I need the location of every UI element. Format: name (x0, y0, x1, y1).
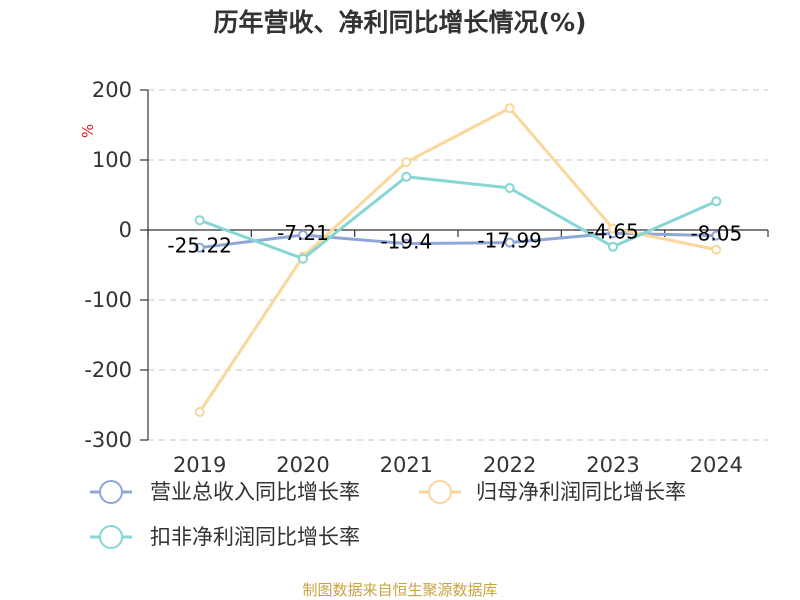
x-tick-label: 2021 (380, 453, 433, 477)
source-note: 制图数据来自恒生聚源数据库 (302, 581, 497, 599)
data-point (504, 183, 515, 193)
data-point (711, 244, 722, 255)
y-tick-label: 200 (92, 78, 132, 102)
data-point (608, 241, 618, 252)
grid-lines (148, 89, 768, 441)
legend-item-deducted-net-profit-growth[interactable]: 扣非净利润同比增长率 (90, 525, 360, 549)
data-point (194, 215, 205, 226)
legend-label: 扣非净利润同比增长率 (150, 525, 360, 549)
data-point (711, 230, 722, 241)
data-label: -7.21 (277, 221, 329, 245)
data-label: -19.4 (380, 230, 432, 254)
series-0 (194, 228, 722, 253)
data-point (298, 253, 308, 264)
data-point (194, 407, 205, 417)
y-axis-unit-label: % (79, 124, 97, 138)
series-1 (194, 103, 722, 417)
y-tick-label: 0 (119, 218, 132, 242)
legend-item-parent-net-profit-growth[interactable]: 归母净利润同比增长率 (419, 480, 686, 504)
y-tick-label: 100 (92, 148, 132, 172)
y-tick-label: -200 (84, 358, 132, 382)
x-tick-label: 2024 (690, 453, 743, 477)
x-tick-label: 2019 (173, 453, 226, 477)
data-point (504, 103, 515, 114)
series-line (198, 175, 718, 261)
legend: 营业总收入同比增长率 归母净利润同比增长率 扣非净利润同比增长率 (90, 480, 686, 549)
series-line (198, 231, 718, 250)
data-point (298, 230, 308, 241)
legend-item-revenue-growth[interactable]: 营业总收入同比增长率 (90, 480, 360, 504)
series-2 (194, 171, 722, 264)
data-point (608, 223, 618, 234)
legend-label: 营业总收入同比增长率 (150, 480, 360, 504)
data-point (401, 238, 412, 249)
legend-label: 归母净利润同比增长率 (476, 480, 686, 504)
data-point (194, 242, 205, 253)
legend-circle-icon (428, 480, 452, 504)
data-point (401, 157, 412, 168)
chart-title: 历年营收、净利同比增长情况(%) (214, 8, 587, 37)
data-label: -8.05 (690, 222, 742, 246)
series-line (198, 106, 718, 414)
axes: 200 100 0 -100 -200 -300 2019 2020 2021 2022 2023 2… (84, 78, 769, 477)
y-tick-label: -100 (84, 288, 132, 312)
y-tick-label: -300 (84, 428, 132, 452)
legend-circle-icon (99, 525, 123, 549)
data-label: -4.65 (587, 219, 639, 243)
data-label: -17.99 (477, 229, 541, 253)
x-tick-label: 2020 (276, 453, 329, 477)
data-label: -25.22 (167, 234, 231, 258)
plot-series (194, 103, 722, 417)
x-tick-label: 2022 (483, 453, 536, 477)
x-tick-label: 2023 (586, 453, 639, 477)
data-point (711, 196, 722, 207)
data-point (504, 237, 515, 248)
legend-circle-icon (99, 480, 123, 504)
data-point (401, 171, 412, 182)
data-labels: -25.22 -7.21 -19.4 -17.99 -4.65 -8.05 (167, 219, 742, 257)
